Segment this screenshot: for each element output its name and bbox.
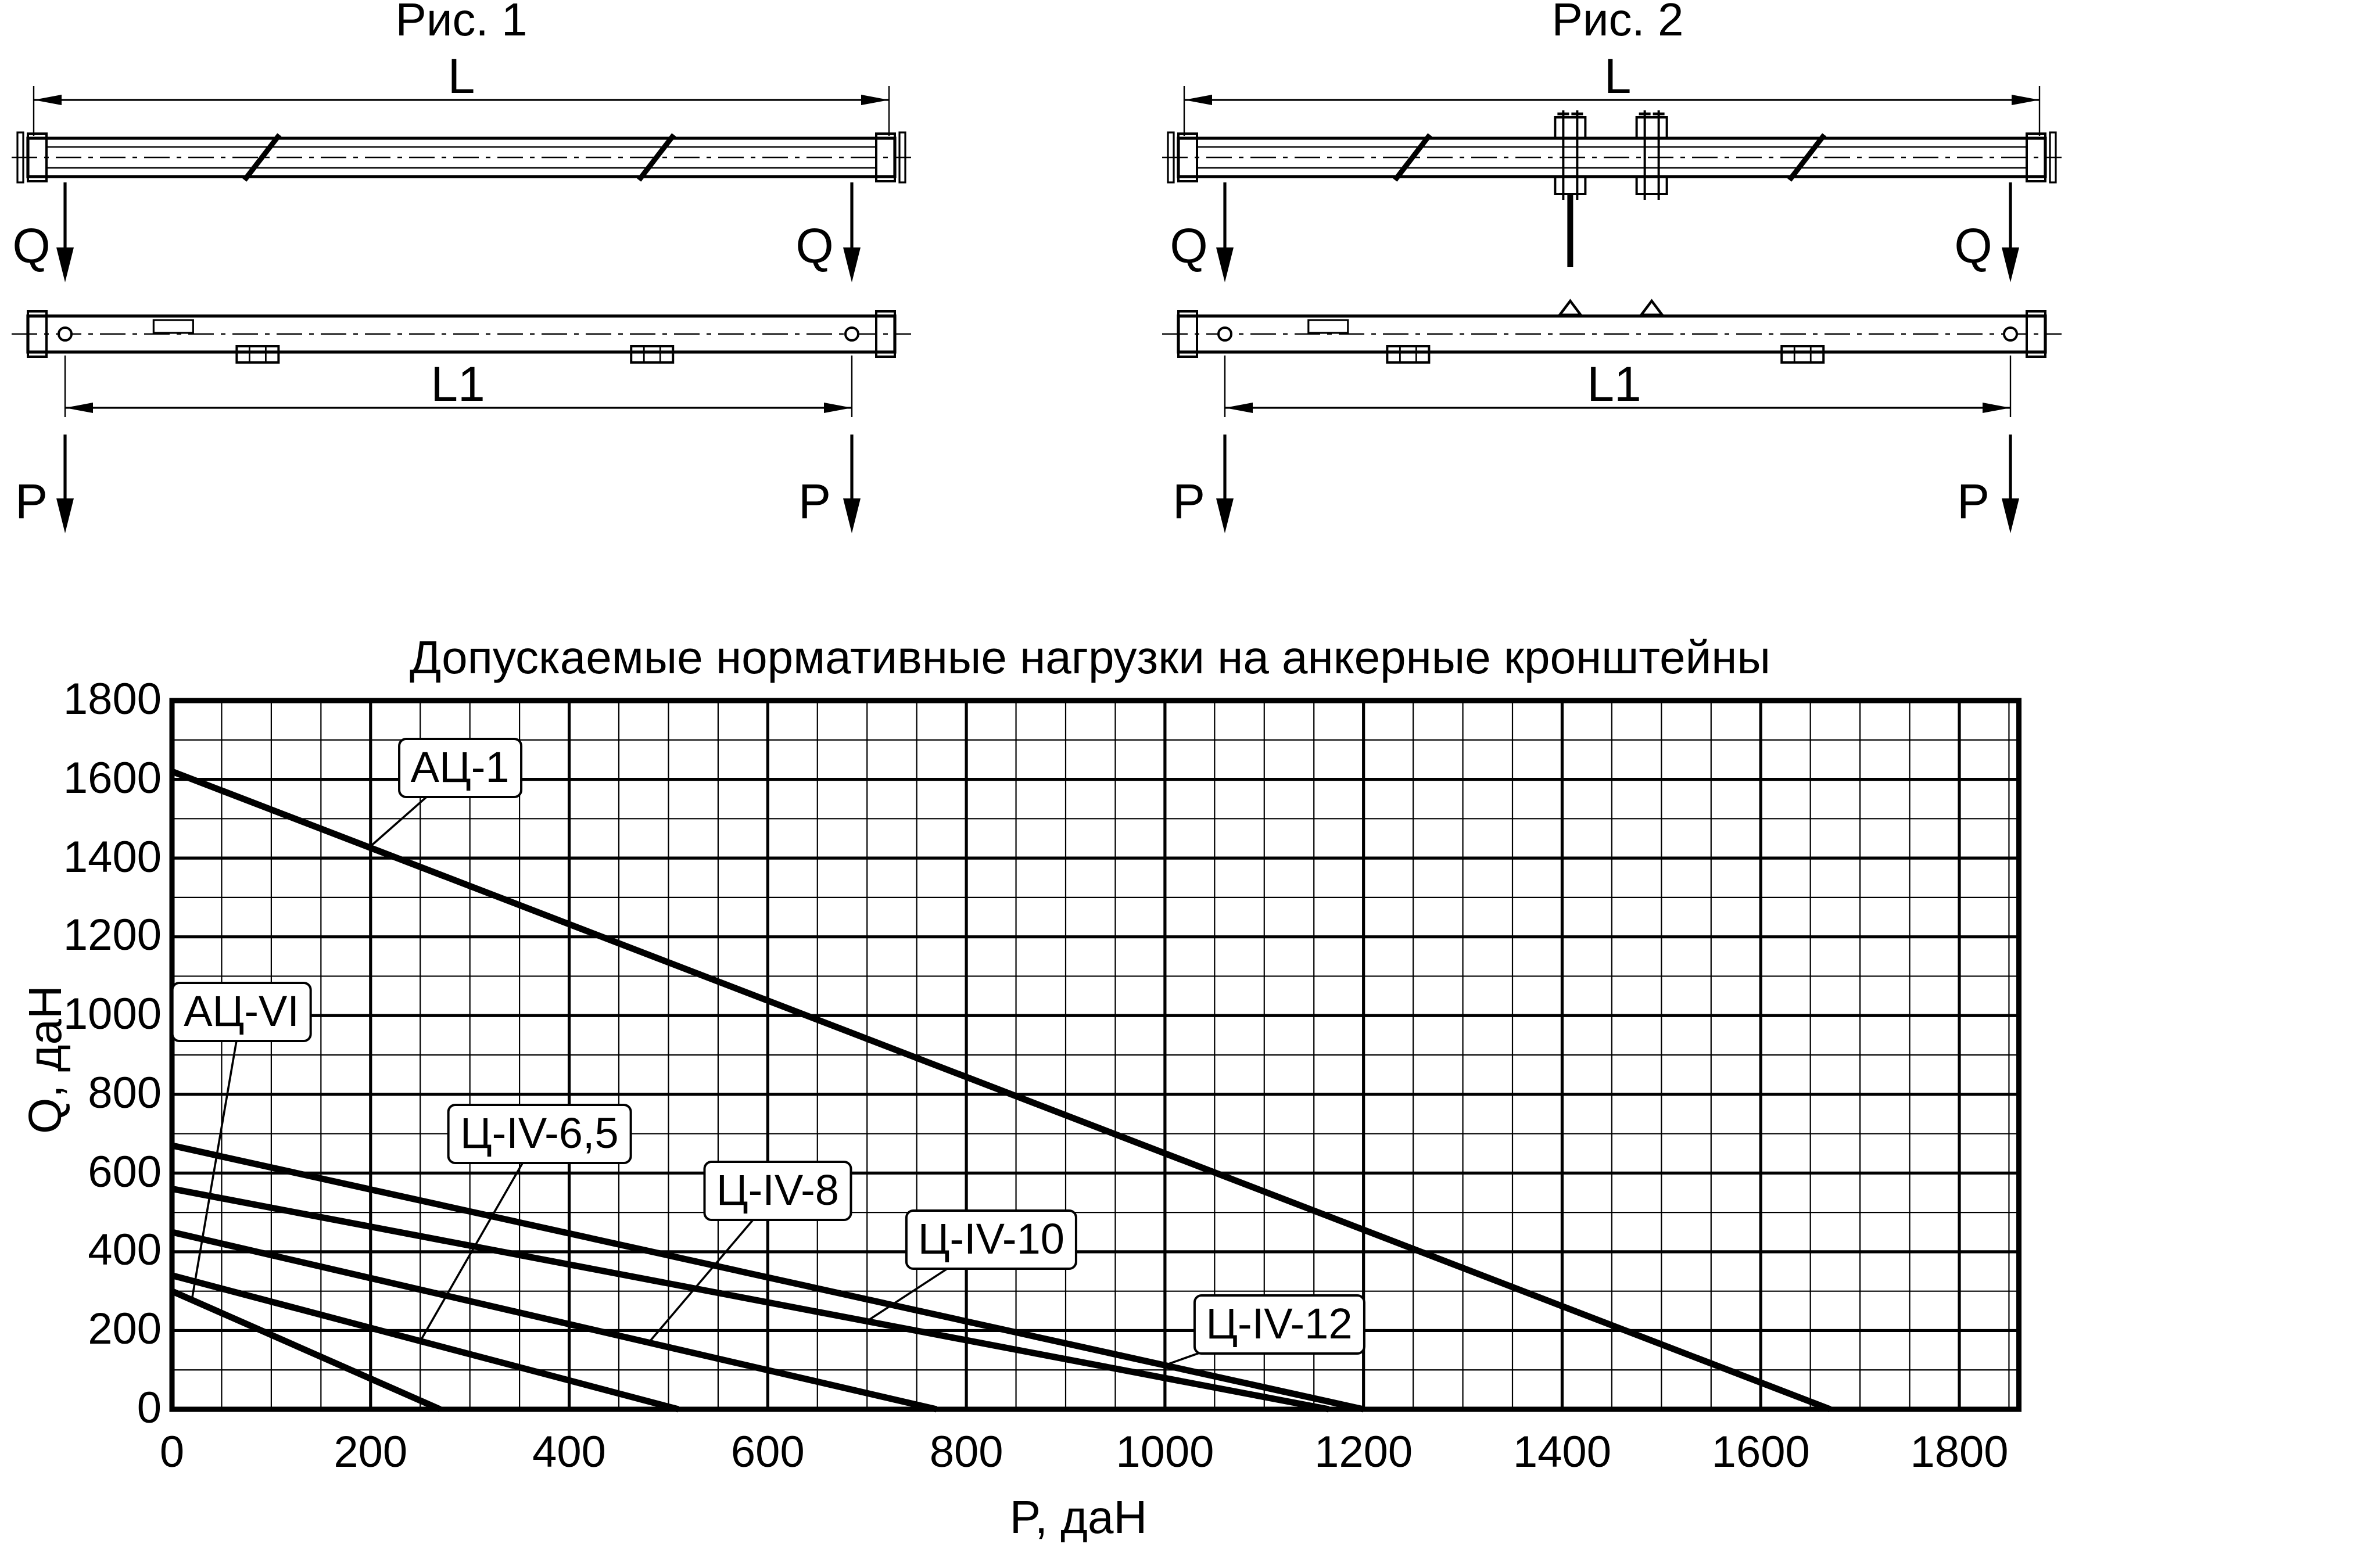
x-tick-800: 800 bbox=[929, 1428, 1003, 1477]
figure-2-load-P-right: P bbox=[1956, 474, 1990, 529]
y-tick-200: 200 bbox=[88, 1305, 162, 1355]
x-tick-1400: 1400 bbox=[1512, 1428, 1611, 1477]
figure-1-load-P-right: P bbox=[798, 474, 831, 529]
figure-1-load-P-left: P bbox=[15, 474, 48, 529]
figure-2-dim-L-label: L bbox=[1604, 49, 1632, 103]
x-tick-1000: 1000 bbox=[1116, 1428, 1214, 1477]
chart-title: Допускаемые нормативные нагрузки на анке… bbox=[410, 633, 1770, 684]
y-tick-1000: 1000 bbox=[63, 990, 162, 1040]
figure-1-dim-L-label: L bbox=[447, 49, 475, 103]
figure-2-title: Рис. 2 bbox=[1551, 0, 1684, 46]
figure-2-dim-L1-label: L1 bbox=[1587, 357, 1641, 411]
line-label-4: Ц-IV-10 bbox=[905, 1209, 1077, 1270]
line-label-3: Ц-IV-8 bbox=[703, 1160, 852, 1221]
x-tick-200: 200 bbox=[334, 1428, 408, 1477]
line-label-1: АЦ-VI bbox=[171, 981, 312, 1042]
line-label-2: Ц-IV-6,5 bbox=[447, 1103, 632, 1164]
x-tick-600: 600 bbox=[730, 1428, 805, 1477]
figure-1-dim-L1-label: L1 bbox=[431, 357, 485, 411]
figure-2-load-Q-left: Q bbox=[1170, 218, 1208, 273]
figure-2-load-P-left: P bbox=[1172, 474, 1206, 529]
figure-1-load-Q-left: Q bbox=[12, 218, 51, 273]
y-tick-600: 600 bbox=[88, 1148, 162, 1197]
figure-1-title: Рис. 1 bbox=[395, 0, 528, 46]
x-tick-1800: 1800 bbox=[1910, 1428, 2009, 1477]
y-tick-800: 800 bbox=[88, 1069, 162, 1118]
y-tick-0: 0 bbox=[137, 1384, 162, 1433]
figure-2-load-Q-right: Q bbox=[1954, 218, 1992, 273]
y-tick-1800: 1800 bbox=[63, 676, 162, 724]
figure-1-load-Q-right: Q bbox=[795, 218, 834, 273]
x-tick-1200: 1200 bbox=[1314, 1428, 1413, 1477]
y-tick-400: 400 bbox=[88, 1226, 162, 1276]
x-tick-1600: 1600 bbox=[1711, 1428, 1810, 1477]
line-label-5: Ц-IV-12 bbox=[1193, 1294, 1365, 1355]
y-tick-1600: 1600 bbox=[63, 754, 162, 803]
line-label-0: АЦ-1 bbox=[397, 737, 522, 798]
y-tick-1200: 1200 bbox=[63, 911, 162, 961]
x-tick-400: 400 bbox=[532, 1428, 606, 1477]
x-tick-0: 0 bbox=[159, 1428, 185, 1477]
x-axis-label: P, даН bbox=[1009, 1492, 1148, 1543]
y-tick-1400: 1400 bbox=[63, 833, 162, 882]
